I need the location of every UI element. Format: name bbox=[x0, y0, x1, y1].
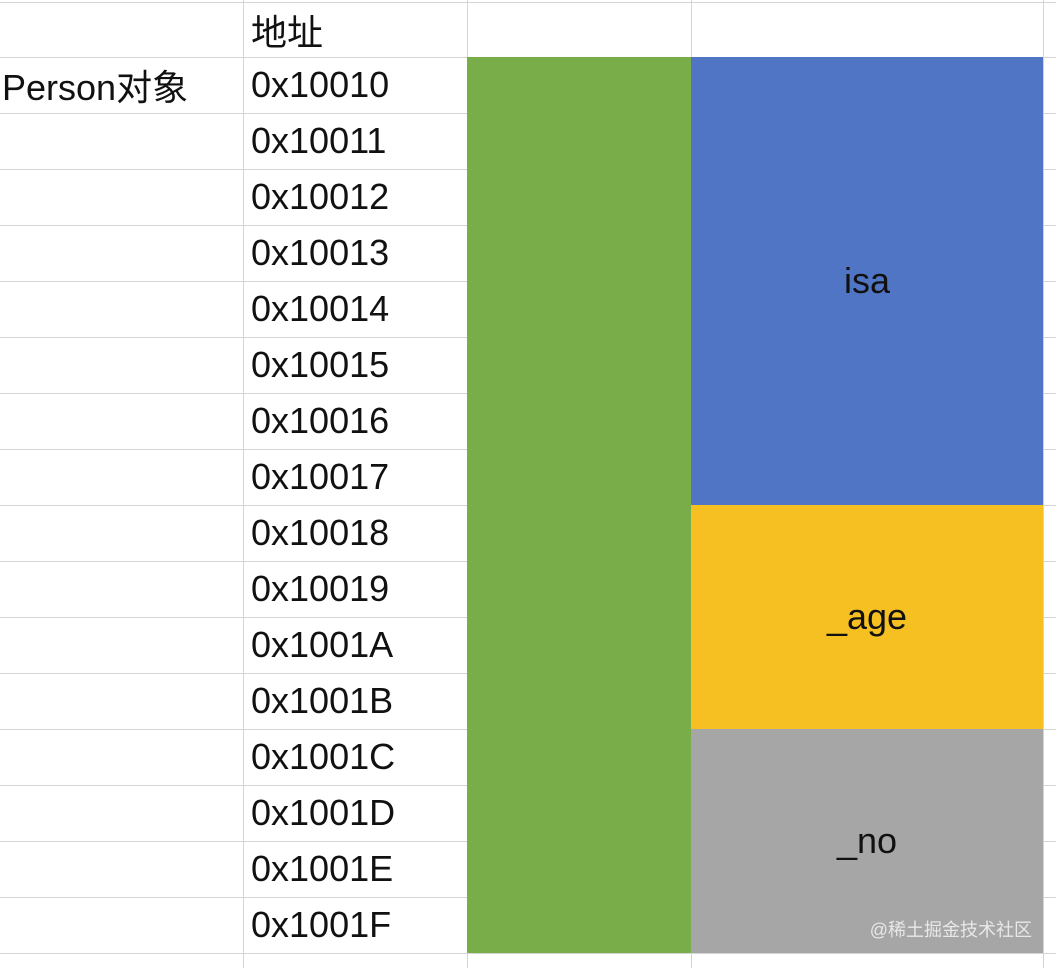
grid-line bbox=[0, 953, 1056, 954]
address-cell: 0x10010 bbox=[251, 64, 390, 105]
address-header: 地址 bbox=[251, 11, 324, 53]
address-cell: 0x10018 bbox=[251, 512, 390, 553]
field-block: _no bbox=[691, 729, 1043, 953]
grid-line bbox=[0, 2, 1056, 3]
address-cell: 0x10016 bbox=[251, 400, 390, 441]
address-cell: 0x10012 bbox=[251, 176, 390, 217]
address-cell: 0x1001E bbox=[251, 848, 394, 889]
address-cell: 0x10019 bbox=[251, 568, 390, 609]
address-cell: 0x10014 bbox=[251, 288, 390, 329]
address-cell: 0x1001C bbox=[251, 736, 396, 777]
address-cell: 0x10017 bbox=[251, 456, 390, 497]
address-cell: 0x1001D bbox=[251, 792, 396, 833]
grid-line bbox=[1043, 0, 1044, 968]
object-block bbox=[467, 57, 691, 953]
field-block: _age bbox=[691, 505, 1043, 729]
address-cell: 0x10015 bbox=[251, 344, 390, 385]
grid-line bbox=[243, 0, 244, 968]
watermark: @稀土掘金技术社区 bbox=[869, 920, 1032, 940]
object-label: Person对象 bbox=[2, 67, 189, 108]
address-cell: 0x1001A bbox=[251, 624, 394, 665]
address-cell: 0x1001B bbox=[251, 680, 394, 721]
address-cell: 0x10013 bbox=[251, 232, 390, 273]
address-cell: 0x1001F bbox=[251, 904, 392, 945]
field-block: isa bbox=[691, 57, 1043, 505]
address-cell: 0x10011 bbox=[251, 120, 387, 161]
